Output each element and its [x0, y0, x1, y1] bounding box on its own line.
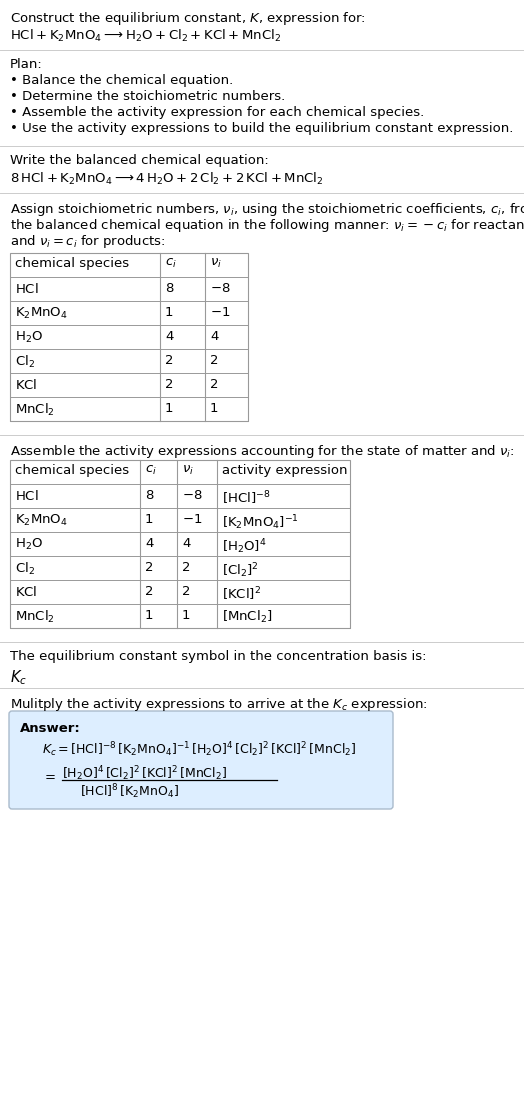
Text: Assemble the activity expressions accounting for the state of matter and $\nu_i$: Assemble the activity expressions accoun…: [10, 443, 515, 460]
Text: 2: 2: [182, 560, 191, 574]
Text: 4: 4: [165, 330, 173, 343]
Text: $\mathrm{K_2MnO_4}$: $\mathrm{K_2MnO_4}$: [15, 306, 68, 321]
Text: Plan:: Plan:: [10, 58, 43, 71]
Text: Write the balanced chemical equation:: Write the balanced chemical equation:: [10, 154, 269, 167]
Text: $\mathrm{MnCl_2}$: $\mathrm{MnCl_2}$: [15, 402, 55, 418]
Text: 1: 1: [165, 306, 173, 319]
Text: Answer:: Answer:: [20, 722, 81, 735]
Text: the balanced chemical equation in the following manner: $\nu_i = -c_i$ for react: the balanced chemical equation in the fo…: [10, 217, 524, 234]
Text: Construct the equilibrium constant, $K$, expression for:: Construct the equilibrium constant, $K$,…: [10, 10, 366, 27]
Text: 1: 1: [165, 402, 173, 415]
Text: and $\nu_i = c_i$ for products:: and $\nu_i = c_i$ for products:: [10, 233, 166, 249]
FancyBboxPatch shape: [9, 711, 393, 809]
Bar: [10, 253, 248, 421]
Text: $\mathrm{H_2O}$: $\mathrm{H_2O}$: [15, 330, 43, 345]
Text: $\mathrm{Cl_2}$: $\mathrm{Cl_2}$: [15, 560, 35, 577]
Text: Mulitply the activity expressions to arrive at the $K_c$ expression:: Mulitply the activity expressions to arr…: [10, 696, 428, 713]
Text: $\mathrm{HCl}$: $\mathrm{HCl}$: [15, 489, 39, 503]
Text: $c_i$: $c_i$: [165, 257, 177, 270]
Text: $K_c = [\mathrm{HCl}]^{-8}\,[\mathrm{K_2MnO_4}]^{-1}\,[\mathrm{H_2O}]^{4}\,[\mat: $K_c = [\mathrm{HCl}]^{-8}\,[\mathrm{K_2…: [42, 740, 356, 758]
Text: $\nu_i$: $\nu_i$: [182, 464, 194, 477]
Text: 2: 2: [145, 560, 154, 574]
Text: The equilibrium constant symbol in the concentration basis is:: The equilibrium constant symbol in the c…: [10, 650, 427, 663]
Text: $[\mathrm{K_2MnO_4}]^{-1}$: $[\mathrm{K_2MnO_4}]^{-1}$: [222, 513, 299, 532]
Text: $\mathrm{Cl_2}$: $\mathrm{Cl_2}$: [15, 354, 35, 370]
Text: 2: 2: [182, 585, 191, 598]
Text: $\mathrm{KCl}$: $\mathrm{KCl}$: [15, 378, 37, 392]
Text: $\nu_i$: $\nu_i$: [210, 257, 222, 270]
Text: $[\mathrm{KCl}]^{2}$: $[\mathrm{KCl}]^{2}$: [222, 585, 261, 602]
Text: chemical species: chemical species: [15, 257, 129, 270]
Text: 2: 2: [210, 354, 219, 367]
Text: $\mathrm{MnCl_2}$: $\mathrm{MnCl_2}$: [15, 609, 55, 625]
Text: Assign stoichiometric numbers, $\nu_i$, using the stoichiometric coefficients, $: Assign stoichiometric numbers, $\nu_i$, …: [10, 201, 524, 218]
Text: $\mathrm{HCl}$: $\mathrm{HCl}$: [15, 282, 39, 296]
Text: $c_i$: $c_i$: [145, 464, 157, 477]
Text: activity expression: activity expression: [222, 464, 347, 477]
Text: $-8$: $-8$: [182, 489, 203, 502]
Text: $=$: $=$: [42, 769, 56, 782]
Text: • Assemble the activity expression for each chemical species.: • Assemble the activity expression for e…: [10, 106, 424, 119]
Text: $\mathrm{H_2O}$: $\mathrm{H_2O}$: [15, 537, 43, 552]
Text: 8: 8: [145, 489, 154, 502]
Text: 2: 2: [165, 354, 173, 367]
Text: 1: 1: [145, 513, 154, 526]
Text: 1: 1: [182, 609, 191, 622]
Text: $K_c$: $K_c$: [10, 668, 27, 687]
Text: $[\mathrm{H_2O}]^{4}\,[\mathrm{Cl_2}]^{2}\,[\mathrm{KCl}]^{2}\,[\mathrm{MnCl_2}]: $[\mathrm{H_2O}]^{4}\,[\mathrm{Cl_2}]^{2…: [62, 764, 227, 782]
Text: • Use the activity expressions to build the equilibrium constant expression.: • Use the activity expressions to build …: [10, 122, 514, 135]
Text: $[\mathrm{Cl_2}]^{2}$: $[\mathrm{Cl_2}]^{2}$: [222, 560, 259, 579]
Text: $-1$: $-1$: [210, 306, 231, 319]
Text: 8: 8: [165, 282, 173, 295]
Text: • Determine the stoichiometric numbers.: • Determine the stoichiometric numbers.: [10, 90, 285, 103]
Text: 1: 1: [210, 402, 219, 415]
Text: $\mathrm{HCl + K_2MnO_4 \longrightarrow H_2O + Cl_2 + KCl + MnCl_2}$: $\mathrm{HCl + K_2MnO_4 \longrightarrow …: [10, 27, 281, 44]
Text: 2: 2: [145, 585, 154, 598]
Text: $\mathrm{KCl}$: $\mathrm{KCl}$: [15, 585, 37, 599]
Text: chemical species: chemical species: [15, 464, 129, 477]
Text: $[\mathrm{HCl}]^{8}\,[\mathrm{K_2MnO_4}]$: $[\mathrm{HCl}]^{8}\,[\mathrm{K_2MnO_4}]…: [80, 782, 179, 801]
Text: • Balance the chemical equation.: • Balance the chemical equation.: [10, 74, 233, 87]
Text: 1: 1: [145, 609, 154, 622]
Text: $\mathrm{K_2MnO_4}$: $\mathrm{K_2MnO_4}$: [15, 513, 68, 529]
Text: $\mathrm{8\,HCl + K_2MnO_4 \longrightarrow 4\,H_2O + 2\,Cl_2 + 2\,KCl + MnCl_2}$: $\mathrm{8\,HCl + K_2MnO_4 \longrightarr…: [10, 171, 324, 187]
Text: $-8$: $-8$: [210, 282, 231, 295]
Text: $[\mathrm{MnCl_2}]$: $[\mathrm{MnCl_2}]$: [222, 609, 272, 625]
Text: 4: 4: [182, 537, 190, 550]
Text: 4: 4: [145, 537, 154, 550]
Text: $[\mathrm{H_2O}]^{4}$: $[\mathrm{H_2O}]^{4}$: [222, 537, 267, 556]
Text: $[\mathrm{HCl}]^{-8}$: $[\mathrm{HCl}]^{-8}$: [222, 489, 270, 507]
Text: $-1$: $-1$: [182, 513, 202, 526]
Text: 2: 2: [210, 378, 219, 391]
Bar: [10, 460, 350, 628]
Text: 2: 2: [165, 378, 173, 391]
Text: 4: 4: [210, 330, 219, 343]
